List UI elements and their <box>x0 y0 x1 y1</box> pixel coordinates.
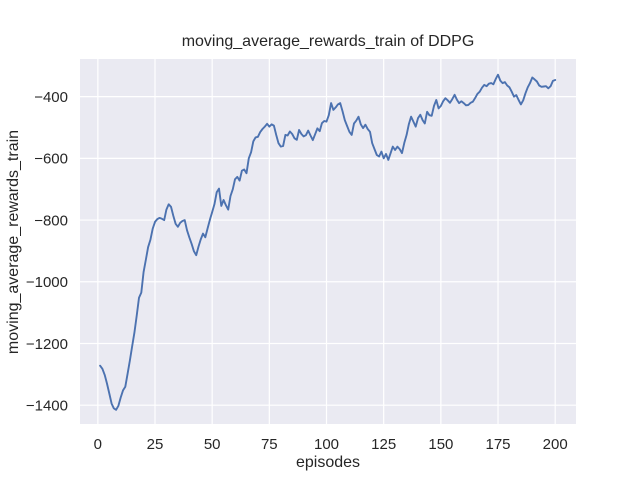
y-tick-label: −800 <box>34 213 68 230</box>
x-tick-label: 175 <box>485 436 510 453</box>
axes-background <box>80 59 576 424</box>
x-tick-label: 200 <box>543 436 568 453</box>
x-axis-label: episodes <box>295 454 361 471</box>
series-line <box>99 73 557 411</box>
y-tick-label: −600 <box>34 151 68 168</box>
x-tick-label: 150 <box>428 436 453 453</box>
x-tick-label: 50 <box>204 436 221 453</box>
x-tick-label: 25 <box>147 436 164 453</box>
x-tick-label: 100 <box>314 436 339 453</box>
x-tick-label: 125 <box>371 436 396 453</box>
x-tick-label: 75 <box>261 436 278 453</box>
chart-title: moving_average_rewards_train of DDPG <box>181 33 475 50</box>
y-tick-label: −400 <box>34 89 68 106</box>
y-tick-label: −1400 <box>26 398 68 415</box>
y-tick-label: −1000 <box>26 274 68 291</box>
x-tick-label: 0 <box>94 436 102 453</box>
y-tick-label: −1200 <box>26 336 68 353</box>
y-axis-label: moving_average_rewards_train <box>5 129 22 355</box>
